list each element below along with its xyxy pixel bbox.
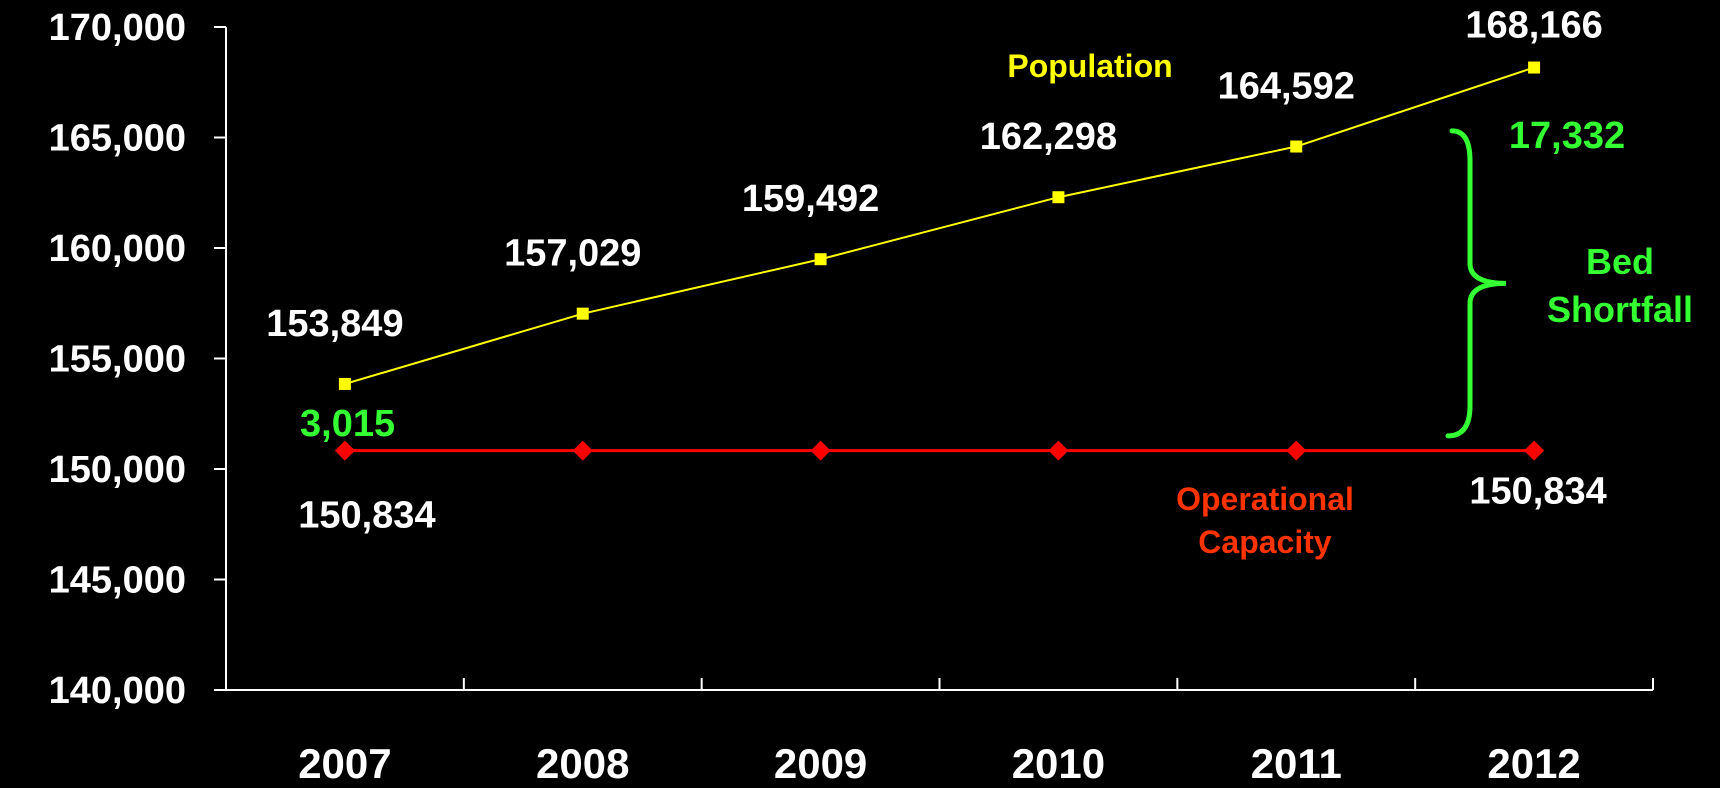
capacity-marker [334,440,355,461]
population-marker [338,377,351,390]
y-tick-label: 150,000 [49,449,186,491]
population-marker [576,307,589,320]
y-tick-label: 170,000 [49,7,186,49]
capacity-marker [1048,440,1069,461]
y-tick-label: 155,000 [49,339,186,381]
gap-2007-label: 3,015 [300,403,395,445]
x-tick-label: 2007 [298,740,391,787]
population-value-label: 168,166 [1465,5,1602,47]
capacity-series-label: Operational [1176,481,1354,517]
x-tick-label: 2011 [1251,740,1342,787]
y-axis: 140,000 145,000 150,000 155,000 160,000 165,0… [49,7,227,712]
population-marker [814,253,827,266]
population-marker [1290,140,1303,153]
series [334,61,1545,461]
y-tick-label: 160,000 [49,228,186,270]
capacity-series-label: Capacity [1198,524,1332,560]
population-line [344,66,1535,385]
x-tick-label: 2008 [536,740,629,787]
capacity-value-label: 150,834 [1469,471,1606,513]
population-value-label: 162,298 [980,116,1117,158]
population-value-label: 159,492 [742,178,879,220]
population-value-label: 153,849 [266,303,403,345]
capacity-marker [810,440,831,461]
population-marker [1528,61,1541,74]
capacity-marker [572,440,593,461]
population-series-label: Population [1007,48,1172,84]
bed-shortfall-label: Bed [1586,241,1654,282]
data-labels: 153,849 157,029 159,492 162,298 164,592 168,1… [266,5,1607,560]
capacity-marker [1286,440,1307,461]
bed-shortfall-label: Shortfall [1547,289,1693,330]
annotations: 3,015 17,332 Bed Shortfall [300,115,1693,445]
capacity-value-label: 150,834 [298,495,435,537]
x-tick-label: 2010 [1012,740,1105,787]
y-tick-label: 140,000 [49,670,186,712]
x-tick-label: 2012 [1487,740,1580,787]
capacity-marker [1524,440,1545,461]
x-axis: 2007 2008 2009 2010 2011 2012 [226,678,1654,787]
y-tick-label: 165,000 [49,118,186,160]
shortfall-brace [1445,128,1507,439]
x-tick-label: 2009 [774,740,867,787]
population-value-label: 157,029 [504,233,641,275]
population-marker [1052,191,1065,204]
gap-2012-label: 17,332 [1509,115,1625,157]
population-value-label: 164,592 [1218,66,1355,108]
y-tick-label: 145,000 [49,560,186,602]
